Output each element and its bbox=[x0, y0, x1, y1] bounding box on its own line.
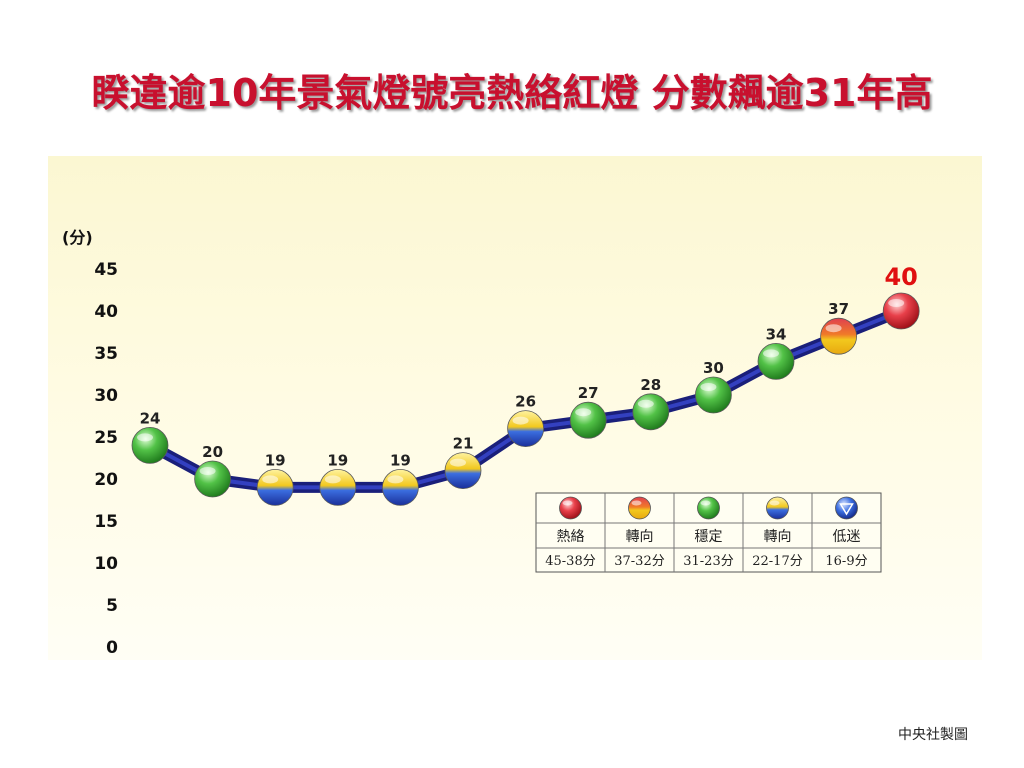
y-tick-label: 45 bbox=[94, 260, 118, 280]
y-tick-label: 25 bbox=[94, 428, 118, 448]
legend-label: 轉向 bbox=[626, 529, 654, 545]
data-point-highlight bbox=[637, 399, 654, 408]
data-point-highlight bbox=[450, 458, 466, 467]
data-label: 28 bbox=[640, 376, 661, 394]
chart-panel: (分) 0 5 10 15 20 25 30 35 40 45 24 20 19 19 19 21 26 27 2… bbox=[48, 156, 982, 660]
data-point-highlight bbox=[512, 416, 529, 425]
data-point-highlight bbox=[387, 475, 404, 484]
legend-light-yellow-red bbox=[628, 496, 651, 520]
data-point-stable bbox=[632, 393, 670, 431]
data-label: 19 bbox=[390, 451, 411, 469]
data-point-yellow-blue bbox=[381, 468, 419, 506]
legend-label: 低迷 bbox=[833, 529, 861, 545]
data-label: 19 bbox=[265, 451, 286, 469]
data-point-highlight bbox=[199, 467, 216, 475]
legend-light-red bbox=[559, 496, 582, 520]
data-label: 21 bbox=[453, 435, 474, 453]
y-axis-unit: (分) bbox=[62, 228, 93, 247]
data-point-stable bbox=[569, 401, 607, 439]
legend-light-yellow-blue bbox=[766, 496, 789, 520]
data-label: 40 bbox=[884, 263, 917, 291]
y-tick-label: 5 bbox=[106, 596, 118, 616]
data-point-stable bbox=[695, 376, 732, 414]
data-point-highlight bbox=[575, 408, 592, 417]
y-tick-label: 10 bbox=[94, 554, 118, 574]
data-point-yellow-blue bbox=[256, 468, 294, 506]
data-point-yellow-blue bbox=[507, 410, 545, 448]
y-tick-label: 35 bbox=[94, 344, 118, 364]
data-point-yellow-red bbox=[820, 317, 857, 355]
data-label: 37 bbox=[828, 300, 849, 318]
data-label: 30 bbox=[703, 359, 724, 377]
y-tick-label: 15 bbox=[94, 512, 118, 532]
legend-light-stable bbox=[697, 496, 720, 520]
y-tick-label: 0 bbox=[106, 638, 118, 658]
data-point-stable bbox=[194, 460, 232, 498]
data-point-red bbox=[882, 292, 920, 330]
legend-range: 31-23分 bbox=[683, 554, 733, 569]
data-point-yellow-blue bbox=[444, 452, 482, 490]
down-triangle-icon bbox=[839, 503, 854, 516]
data-point-highlight bbox=[700, 383, 717, 391]
legend-label: 轉向 bbox=[764, 529, 792, 545]
data-point-highlight bbox=[763, 349, 779, 358]
data-point-highlight bbox=[262, 475, 279, 484]
legend-light-highlight bbox=[769, 500, 780, 506]
data-point-stable bbox=[757, 342, 795, 380]
data-label: 19 bbox=[327, 451, 348, 469]
credit-text: 中央社製圖 bbox=[898, 727, 968, 743]
legend-range: 37-32分 bbox=[614, 554, 664, 569]
data-label: 26 bbox=[515, 393, 536, 411]
y-tick-label: 40 bbox=[94, 302, 118, 322]
data-point-yellow-blue bbox=[319, 468, 357, 506]
data-point-highlight bbox=[137, 433, 153, 442]
line-chart: (分) 0 5 10 15 20 25 30 35 40 45 24 20 19 19 19 21 26 27 2… bbox=[62, 228, 920, 658]
data-label: 27 bbox=[578, 384, 599, 402]
data-label: 20 bbox=[202, 443, 223, 461]
chart-title: 睽違逾10年景氣燈號亮熱絡紅燈 分數飆逾31年高 bbox=[91, 71, 933, 115]
data-point-stable bbox=[131, 426, 169, 464]
legend-light-highlight bbox=[562, 500, 573, 506]
data-point-highlight bbox=[888, 299, 905, 307]
legend: 熱絡 45-38分 轉向 37-32分 穩定 31-23分 轉向 22-17分 低迷 16-9分 bbox=[535, 492, 882, 573]
legend-light-blue-down bbox=[835, 496, 858, 520]
legend-light-highlight bbox=[631, 500, 642, 506]
data-label: 24 bbox=[140, 409, 161, 427]
y-tick-label: 30 bbox=[94, 386, 118, 406]
legend-label: 穩定 bbox=[695, 529, 723, 545]
legend-range: 45-38分 bbox=[545, 554, 595, 569]
y-tick-label: 20 bbox=[94, 470, 118, 490]
legend-range: 22-17分 bbox=[752, 554, 802, 569]
legend-label: 熱絡 bbox=[557, 529, 585, 545]
data-point-highlight bbox=[825, 324, 842, 333]
legend-range: 16-9分 bbox=[825, 554, 867, 569]
data-label: 34 bbox=[766, 325, 787, 343]
legend-light-highlight bbox=[700, 500, 711, 506]
data-point-highlight bbox=[324, 475, 341, 484]
